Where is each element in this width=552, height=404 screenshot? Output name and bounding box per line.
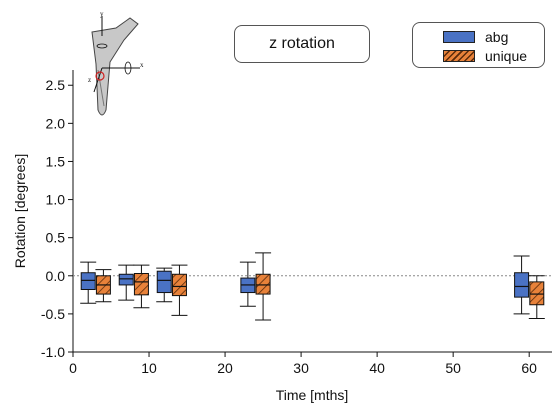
box-unique [528, 275, 545, 319]
legend-label-abg: abg [485, 29, 509, 45]
marks-group [73, 252, 552, 321]
box-body [514, 272, 530, 298]
svg-text:y: y [100, 10, 104, 18]
panel-label-box: z rotation [234, 25, 370, 63]
legend: abg unique [412, 22, 545, 68]
legend-swatch-abg [443, 31, 475, 43]
box-unique [95, 269, 112, 303]
y-tick-label: 1.5 [46, 153, 66, 169]
box-unique [255, 252, 272, 321]
box-body [118, 273, 134, 286]
legend-item-abg: abg [443, 29, 508, 45]
box-abg [118, 264, 135, 301]
legend-swatch-unique [443, 50, 475, 62]
svg-text:z: z [88, 76, 91, 84]
x-tick-label: 30 [293, 360, 309, 376]
y-tick-label: 0.5 [46, 230, 66, 246]
box-body [529, 281, 545, 306]
box-body [171, 273, 187, 297]
box-body [255, 273, 271, 295]
x-tick-label: 50 [445, 360, 461, 376]
box-abg [156, 267, 173, 303]
legend-label-unique: unique [485, 48, 528, 64]
x-tick-label: 10 [141, 360, 157, 376]
x-tick-label: 20 [217, 360, 233, 376]
hip-implant-axes-icon: y x z [88, 10, 144, 116]
box-abg [80, 261, 97, 304]
x-tick-label: 60 [521, 360, 537, 376]
panel-label: z rotation [269, 35, 335, 52]
box-unique [133, 264, 150, 309]
box-unique [171, 264, 188, 316]
svg-text:x: x [140, 61, 144, 69]
box-abg [513, 255, 530, 315]
y-tick-label: 2.5 [46, 77, 66, 93]
y-axis-label: Rotation [degrees] [12, 154, 28, 268]
x-tick-label: 0 [69, 360, 77, 376]
y-tick-label: -1.0 [41, 344, 65, 360]
box-body [156, 270, 172, 294]
axes-group: -1.0 -0.5 0.0 0.5 1.0 1.5 2.0 2.5 0 10 20 30 40 50 60 T… [12, 70, 552, 403]
legend-item-unique: unique [443, 48, 527, 64]
y-tick-label: 2.0 [46, 115, 66, 131]
x-tick-label: 40 [369, 360, 385, 376]
box-body [133, 272, 149, 296]
y-tick-label: 0.0 [46, 268, 66, 284]
box-body [80, 272, 96, 291]
y-tick-label: 1.0 [46, 192, 66, 208]
x-axis-label: Time [mths] [276, 387, 349, 403]
y-tick-label: -0.5 [41, 306, 65, 322]
box-abg [239, 261, 256, 307]
